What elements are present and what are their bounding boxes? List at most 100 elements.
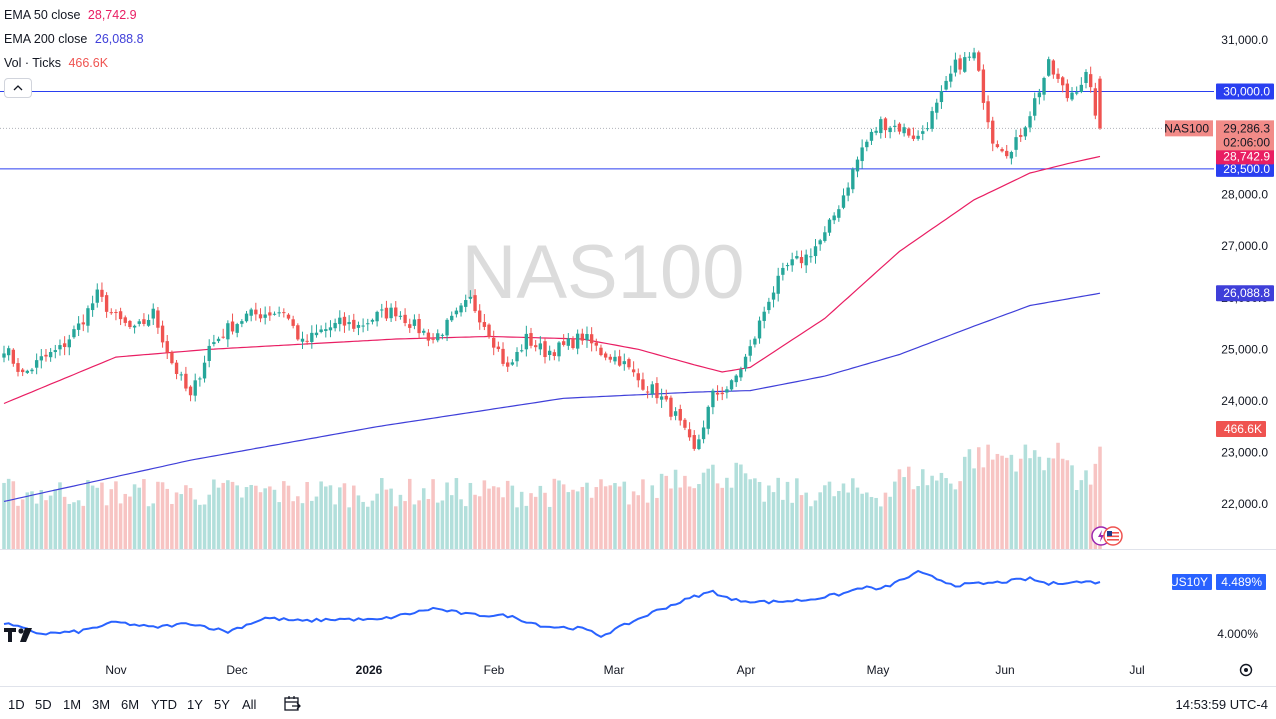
volume-bar xyxy=(118,503,123,549)
candle xyxy=(949,65,953,88)
candle xyxy=(1028,111,1032,133)
candle xyxy=(589,327,594,352)
volume-bar xyxy=(272,489,277,549)
us10y-value-label-text: 4.489% xyxy=(1221,575,1262,589)
x-tick-label: Apr xyxy=(737,663,756,677)
volume-bar xyxy=(375,493,379,549)
candle xyxy=(207,339,211,368)
candle xyxy=(375,310,379,327)
volume-bar xyxy=(48,495,53,549)
candle xyxy=(1042,76,1046,101)
timeframe-1y[interactable]: 1Y xyxy=(187,697,203,712)
timeframe-1m[interactable]: 1M xyxy=(63,697,82,712)
chart-watermark: NAS100 xyxy=(461,230,744,315)
candle-body xyxy=(958,58,962,70)
legend-ema200[interactable]: EMA 200 close 26,088.8 xyxy=(4,31,144,47)
candle xyxy=(1098,76,1102,130)
candle xyxy=(972,47,976,61)
volume-bar xyxy=(310,500,314,549)
candle xyxy=(254,302,258,321)
volume-bar xyxy=(888,496,892,549)
collapse-legend-button[interactable] xyxy=(4,78,32,98)
candles[interactable] xyxy=(2,47,1102,451)
volume-bar xyxy=(557,480,561,549)
event-icons[interactable] xyxy=(1091,526,1123,546)
candle xyxy=(627,357,631,370)
clock-timezone[interactable]: 14:53:59 UTC-4 xyxy=(1175,697,1269,712)
candle-body xyxy=(342,316,347,326)
candle xyxy=(230,313,235,335)
volume-bar xyxy=(729,487,734,549)
legend-ema50[interactable]: EMA 50 close 28,742.9 xyxy=(4,7,137,23)
legend-volume[interactable]: Vol · Ticks 466.6K xyxy=(4,55,108,71)
candle-body xyxy=(538,343,543,350)
timeframe-all[interactable]: All xyxy=(242,697,257,712)
candle-body xyxy=(366,323,370,325)
candle-body xyxy=(412,319,417,326)
timeframe-3m[interactable]: 3M xyxy=(92,697,111,712)
candle xyxy=(543,337,547,364)
candle-body xyxy=(697,439,701,449)
candle-body xyxy=(11,349,16,364)
candle-body xyxy=(631,369,636,373)
candle-body xyxy=(328,327,333,331)
date-range-icon[interactable] xyxy=(282,695,302,713)
ema50-price-label-text: 28,742.9 xyxy=(1223,149,1270,163)
gear-icon[interactable] xyxy=(1239,663,1253,677)
candle xyxy=(417,313,421,339)
candle xyxy=(454,307,459,318)
volume-bar xyxy=(748,479,752,549)
candle xyxy=(506,356,510,372)
candle-body xyxy=(487,324,491,337)
candle-body xyxy=(1079,84,1084,92)
candle-body xyxy=(692,435,696,449)
tradingview-logo[interactable] xyxy=(4,626,38,644)
candle xyxy=(869,128,874,145)
candle xyxy=(879,116,883,139)
volume-bar xyxy=(636,495,641,549)
us10y-name-label: US10Y xyxy=(1170,574,1212,591)
candle xyxy=(277,306,281,317)
candle xyxy=(515,347,519,367)
volume-bar xyxy=(711,464,715,549)
volume-bar xyxy=(813,500,818,549)
us10y-value-label-bg xyxy=(1216,574,1266,591)
candle-body xyxy=(165,341,169,353)
candle-body xyxy=(310,332,314,342)
timeframe-5y[interactable]: 5Y xyxy=(214,697,230,712)
candle xyxy=(370,318,375,325)
candle xyxy=(529,327,533,349)
candle xyxy=(659,388,664,408)
timeframe-6m[interactable]: 6M xyxy=(121,697,140,712)
timeframe-1d[interactable]: 1D xyxy=(8,697,25,712)
volume-bar xyxy=(240,497,244,549)
candle xyxy=(450,311,454,323)
candle xyxy=(30,367,34,374)
volume-bar xyxy=(342,483,347,549)
candle xyxy=(44,349,48,362)
volume-bar xyxy=(631,491,636,549)
price-labels: 30,000.0 28,500.028,742.9 26,088.8 466.6K 4.… xyxy=(1164,83,1274,591)
candle-body xyxy=(431,338,435,340)
volume-bar xyxy=(678,487,683,549)
candle-body xyxy=(53,350,57,353)
volume-bar xyxy=(585,482,589,549)
volume-bar xyxy=(599,479,603,549)
candle-body xyxy=(785,265,790,267)
volume-bar xyxy=(426,498,431,549)
candle-body xyxy=(804,254,808,266)
candle-body xyxy=(235,324,239,333)
candle-body xyxy=(300,338,305,342)
candle-body xyxy=(464,300,468,307)
candle xyxy=(352,313,356,332)
candle xyxy=(100,282,104,302)
candle xyxy=(496,341,501,352)
volume-bar xyxy=(352,485,356,549)
horizontal-lines[interactable] xyxy=(0,91,1214,170)
volume-last-label-bg xyxy=(1216,421,1266,437)
timeframe-ytd[interactable]: YTD xyxy=(151,697,177,712)
timeframe-5d[interactable]: 5D xyxy=(35,697,52,712)
candle xyxy=(2,345,6,363)
volume-bar xyxy=(1056,442,1060,549)
